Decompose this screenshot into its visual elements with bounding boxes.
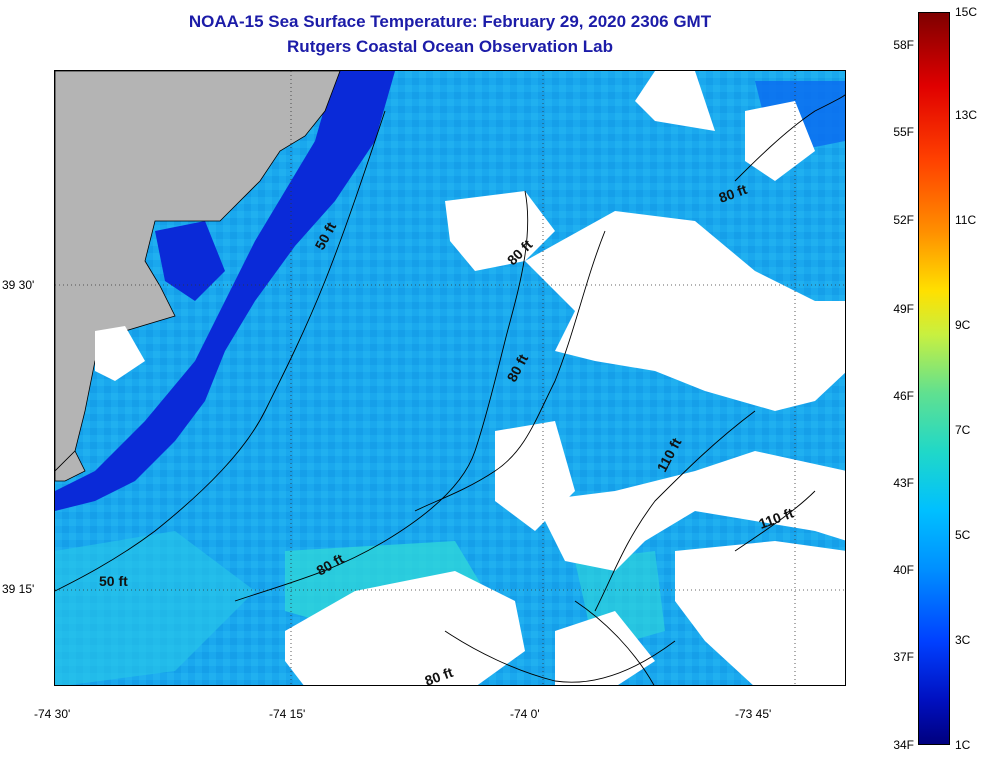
colorbar-f-label: 34F [893,738,914,752]
map-title: NOAA-15 Sea Surface Temperature: Februar… [188,12,712,31]
land-coast [55,71,341,472]
lat-label: 39 15' [2,582,35,596]
cold-coastal-water [55,71,395,511]
lat-label: 39 30' [2,278,35,292]
colorbar-f-label: 46F [893,389,914,403]
depth-label: 50 ft [99,573,128,589]
graticule [55,71,845,685]
colorbar-f-label: 43F [893,476,914,490]
land-coast [55,450,86,482]
colorbar-c-label: 3C [955,633,971,647]
colorbar-f-label: 55F [893,125,914,139]
sst-map: 50 ft 50 ft 80 ft 80 ft 80 ft 80 ft 110 … [54,70,846,686]
colorbar-c-label: 15C [955,5,978,19]
lon-label: -74 30' [34,707,71,721]
colorbar-c-label: 11C [955,213,977,227]
lon-label: -73 45' [735,707,772,721]
cold-coastal-water [155,221,225,301]
colorbar-c-label: 13C [955,108,978,122]
warm-water-patch [55,531,255,685]
colorbar-f-label: 58F [893,38,914,52]
cloud-cover [95,71,845,685]
map-subtitle: Rutgers Coastal Ocean Observation Lab [287,37,613,56]
colorbar-c-label: 9C [955,318,971,332]
colorbar-f-label: 49F [893,302,914,316]
colorbar-f-label: 37F [893,650,914,664]
colorbar-c-label: 1C [955,738,971,752]
colorbar-f-label: 52F [893,213,914,227]
colorbar-c-label: 7C [955,423,971,437]
bathymetry-contours [55,94,845,685]
colorbar-f-label: 40F [893,563,914,577]
colorbar-c-label: 5C [955,528,971,542]
lon-label: -74 0' [510,707,540,721]
temperature-colorbar [918,12,950,745]
lon-label: -74 15' [269,707,306,721]
sst-map-canvas: 50 ft 50 ft 80 ft 80 ft 80 ft 80 ft 110 … [55,71,845,685]
